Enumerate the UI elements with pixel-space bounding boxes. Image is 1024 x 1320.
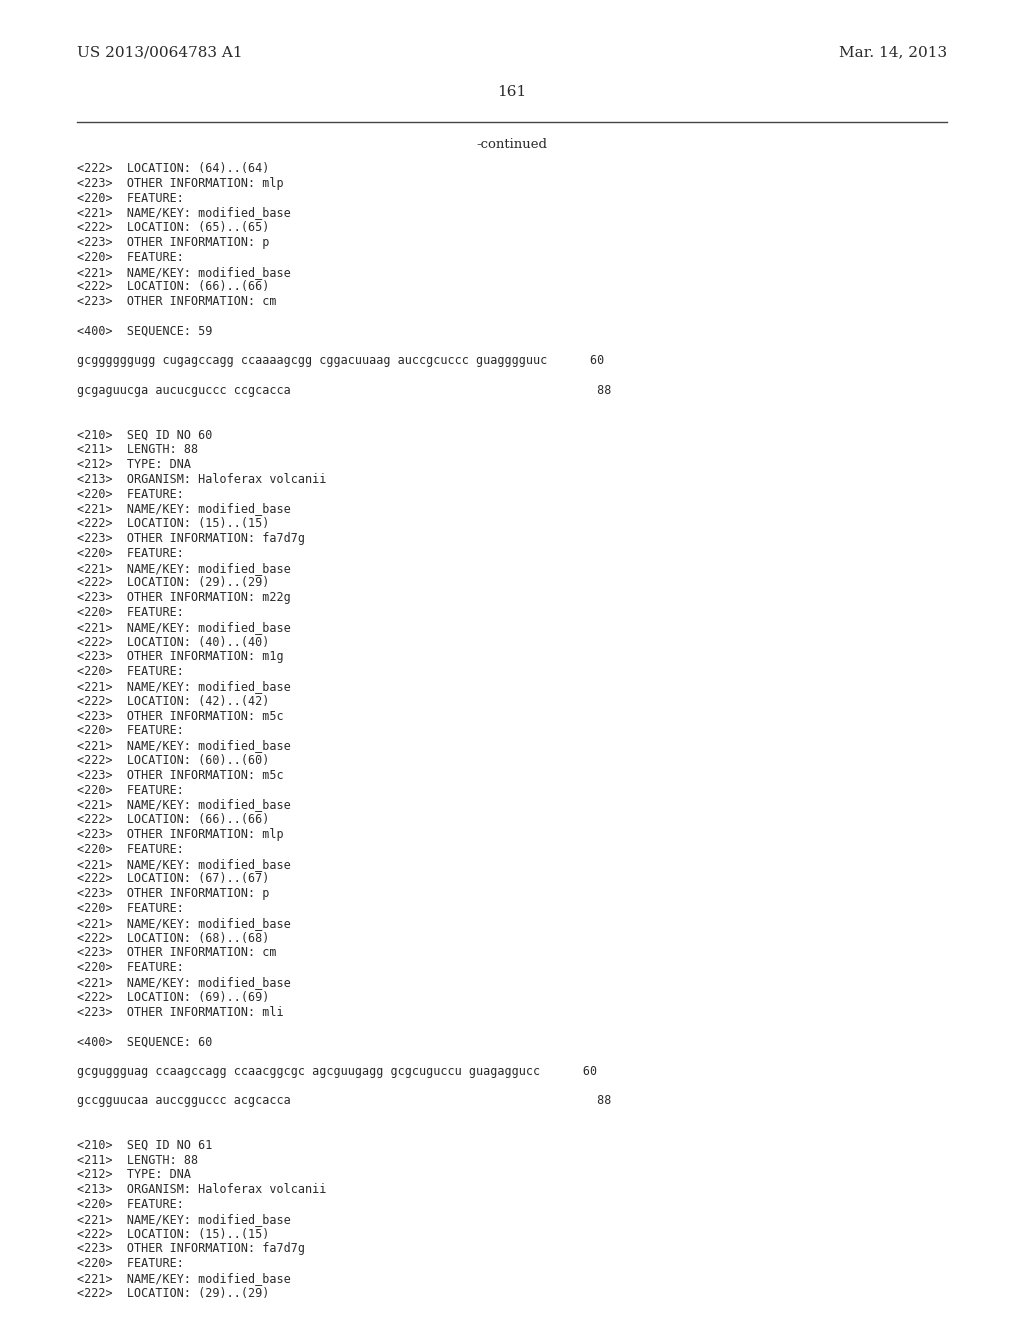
Text: <400>  SEQUENCE: 59: <400> SEQUENCE: 59 <box>77 325 212 338</box>
Text: <223>  OTHER INFORMATION: mli: <223> OTHER INFORMATION: mli <box>77 1006 284 1019</box>
Text: gccgguucaa auccgguccc acgcacca                                           88: gccgguucaa auccgguccc acgcacca 88 <box>77 1094 611 1107</box>
Text: <223>  OTHER INFORMATION: p: <223> OTHER INFORMATION: p <box>77 887 269 900</box>
Text: gcguggguag ccaagccagg ccaacggcgc agcguugagg gcgcuguccu guagaggucc      60: gcguggguag ccaagccagg ccaacggcgc agcguug… <box>77 1065 597 1078</box>
Text: 161: 161 <box>498 84 526 99</box>
Text: <222>  LOCATION: (29)..(29): <222> LOCATION: (29)..(29) <box>77 1287 269 1300</box>
Text: <222>  LOCATION: (68)..(68): <222> LOCATION: (68)..(68) <box>77 932 269 945</box>
Text: <220>  FEATURE:: <220> FEATURE: <box>77 784 184 796</box>
Text: <222>  LOCATION: (65)..(65): <222> LOCATION: (65)..(65) <box>77 222 269 234</box>
Text: <220>  FEATURE:: <220> FEATURE: <box>77 546 184 560</box>
Text: <220>  FEATURE:: <220> FEATURE: <box>77 665 184 678</box>
Text: <221>  NAME/KEY: modified_base: <221> NAME/KEY: modified_base <box>77 917 291 929</box>
Text: <221>  NAME/KEY: modified_base: <221> NAME/KEY: modified_base <box>77 503 291 515</box>
Text: <212>  TYPE: DNA: <212> TYPE: DNA <box>77 458 191 471</box>
Text: <221>  NAME/KEY: modified_base: <221> NAME/KEY: modified_base <box>77 620 291 634</box>
Text: <400>  SEQUENCE: 60: <400> SEQUENCE: 60 <box>77 1035 212 1048</box>
Text: -continued: -continued <box>476 139 548 150</box>
Text: <222>  LOCATION: (67)..(67): <222> LOCATION: (67)..(67) <box>77 873 269 886</box>
Text: <220>  FEATURE:: <220> FEATURE: <box>77 251 184 264</box>
Text: US 2013/0064783 A1: US 2013/0064783 A1 <box>77 45 243 59</box>
Text: <221>  NAME/KEY: modified_base: <221> NAME/KEY: modified_base <box>77 206 291 219</box>
Text: <220>  FEATURE:: <220> FEATURE: <box>77 902 184 915</box>
Text: <210>  SEQ ID NO 60: <210> SEQ ID NO 60 <box>77 429 212 441</box>
Text: <210>  SEQ ID NO 61: <210> SEQ ID NO 61 <box>77 1139 212 1152</box>
Text: <213>  ORGANISM: Haloferax volcanii: <213> ORGANISM: Haloferax volcanii <box>77 473 327 486</box>
Text: <221>  NAME/KEY: modified_base: <221> NAME/KEY: modified_base <box>77 858 291 871</box>
Text: gcgaguucga aucucguccc ccgcacca                                           88: gcgaguucga aucucguccc ccgcacca 88 <box>77 384 611 397</box>
Text: <222>  LOCATION: (42)..(42): <222> LOCATION: (42)..(42) <box>77 694 269 708</box>
Text: <222>  LOCATION: (15)..(15): <222> LOCATION: (15)..(15) <box>77 517 269 531</box>
Text: <221>  NAME/KEY: modified_base: <221> NAME/KEY: modified_base <box>77 1272 291 1284</box>
Text: <222>  LOCATION: (66)..(66): <222> LOCATION: (66)..(66) <box>77 280 269 293</box>
Text: <221>  NAME/KEY: modified_base: <221> NAME/KEY: modified_base <box>77 975 291 989</box>
Text: <223>  OTHER INFORMATION: mlp: <223> OTHER INFORMATION: mlp <box>77 177 284 190</box>
Text: <220>  FEATURE:: <220> FEATURE: <box>77 487 184 500</box>
Text: <221>  NAME/KEY: modified_base: <221> NAME/KEY: modified_base <box>77 680 291 693</box>
Text: <220>  FEATURE:: <220> FEATURE: <box>77 1257 184 1270</box>
Text: <222>  LOCATION: (15)..(15): <222> LOCATION: (15)..(15) <box>77 1228 269 1241</box>
Text: <212>  TYPE: DNA: <212> TYPE: DNA <box>77 1168 191 1181</box>
Text: <220>  FEATURE:: <220> FEATURE: <box>77 842 184 855</box>
Text: <222>  LOCATION: (29)..(29): <222> LOCATION: (29)..(29) <box>77 577 269 590</box>
Text: <223>  OTHER INFORMATION: m22g: <223> OTHER INFORMATION: m22g <box>77 591 291 605</box>
Text: <222>  LOCATION: (66)..(66): <222> LOCATION: (66)..(66) <box>77 813 269 826</box>
Text: <223>  OTHER INFORMATION: cm: <223> OTHER INFORMATION: cm <box>77 296 276 308</box>
Text: <221>  NAME/KEY: modified_base: <221> NAME/KEY: modified_base <box>77 799 291 812</box>
Text: <221>  NAME/KEY: modified_base: <221> NAME/KEY: modified_base <box>77 739 291 752</box>
Text: <223>  OTHER INFORMATION: p: <223> OTHER INFORMATION: p <box>77 236 269 249</box>
Text: <220>  FEATURE:: <220> FEATURE: <box>77 725 184 738</box>
Text: Mar. 14, 2013: Mar. 14, 2013 <box>839 45 947 59</box>
Text: <223>  OTHER INFORMATION: m5c: <223> OTHER INFORMATION: m5c <box>77 710 284 722</box>
Text: <222>  LOCATION: (60)..(60): <222> LOCATION: (60)..(60) <box>77 754 269 767</box>
Text: <222>  LOCATION: (69)..(69): <222> LOCATION: (69)..(69) <box>77 991 269 1003</box>
Text: <221>  NAME/KEY: modified_base: <221> NAME/KEY: modified_base <box>77 1213 291 1226</box>
Text: gcggggggugg cugagccagg ccaaaagcgg cggacuuaag auccgcuccc guagggguuc      60: gcggggggugg cugagccagg ccaaaagcgg cggacu… <box>77 354 604 367</box>
Text: <220>  FEATURE:: <220> FEATURE: <box>77 191 184 205</box>
Text: <211>  LENGTH: 88: <211> LENGTH: 88 <box>77 1154 198 1167</box>
Text: <221>  NAME/KEY: modified_base: <221> NAME/KEY: modified_base <box>77 561 291 574</box>
Text: <223>  OTHER INFORMATION: m5c: <223> OTHER INFORMATION: m5c <box>77 768 284 781</box>
Text: <223>  OTHER INFORMATION: mlp: <223> OTHER INFORMATION: mlp <box>77 828 284 841</box>
Text: <223>  OTHER INFORMATION: fa7d7g: <223> OTHER INFORMATION: fa7d7g <box>77 532 305 545</box>
Text: <220>  FEATURE:: <220> FEATURE: <box>77 961 184 974</box>
Text: <222>  LOCATION: (64)..(64): <222> LOCATION: (64)..(64) <box>77 162 269 176</box>
Text: <223>  OTHER INFORMATION: m1g: <223> OTHER INFORMATION: m1g <box>77 651 284 664</box>
Text: <211>  LENGTH: 88: <211> LENGTH: 88 <box>77 444 198 457</box>
Text: <223>  OTHER INFORMATION: cm: <223> OTHER INFORMATION: cm <box>77 946 276 960</box>
Text: <221>  NAME/KEY: modified_base: <221> NAME/KEY: modified_base <box>77 265 291 279</box>
Text: <220>  FEATURE:: <220> FEATURE: <box>77 606 184 619</box>
Text: <220>  FEATURE:: <220> FEATURE: <box>77 1199 184 1210</box>
Text: <213>  ORGANISM: Haloferax volcanii: <213> ORGANISM: Haloferax volcanii <box>77 1183 327 1196</box>
Text: <223>  OTHER INFORMATION: fa7d7g: <223> OTHER INFORMATION: fa7d7g <box>77 1242 305 1255</box>
Text: <222>  LOCATION: (40)..(40): <222> LOCATION: (40)..(40) <box>77 636 269 648</box>
